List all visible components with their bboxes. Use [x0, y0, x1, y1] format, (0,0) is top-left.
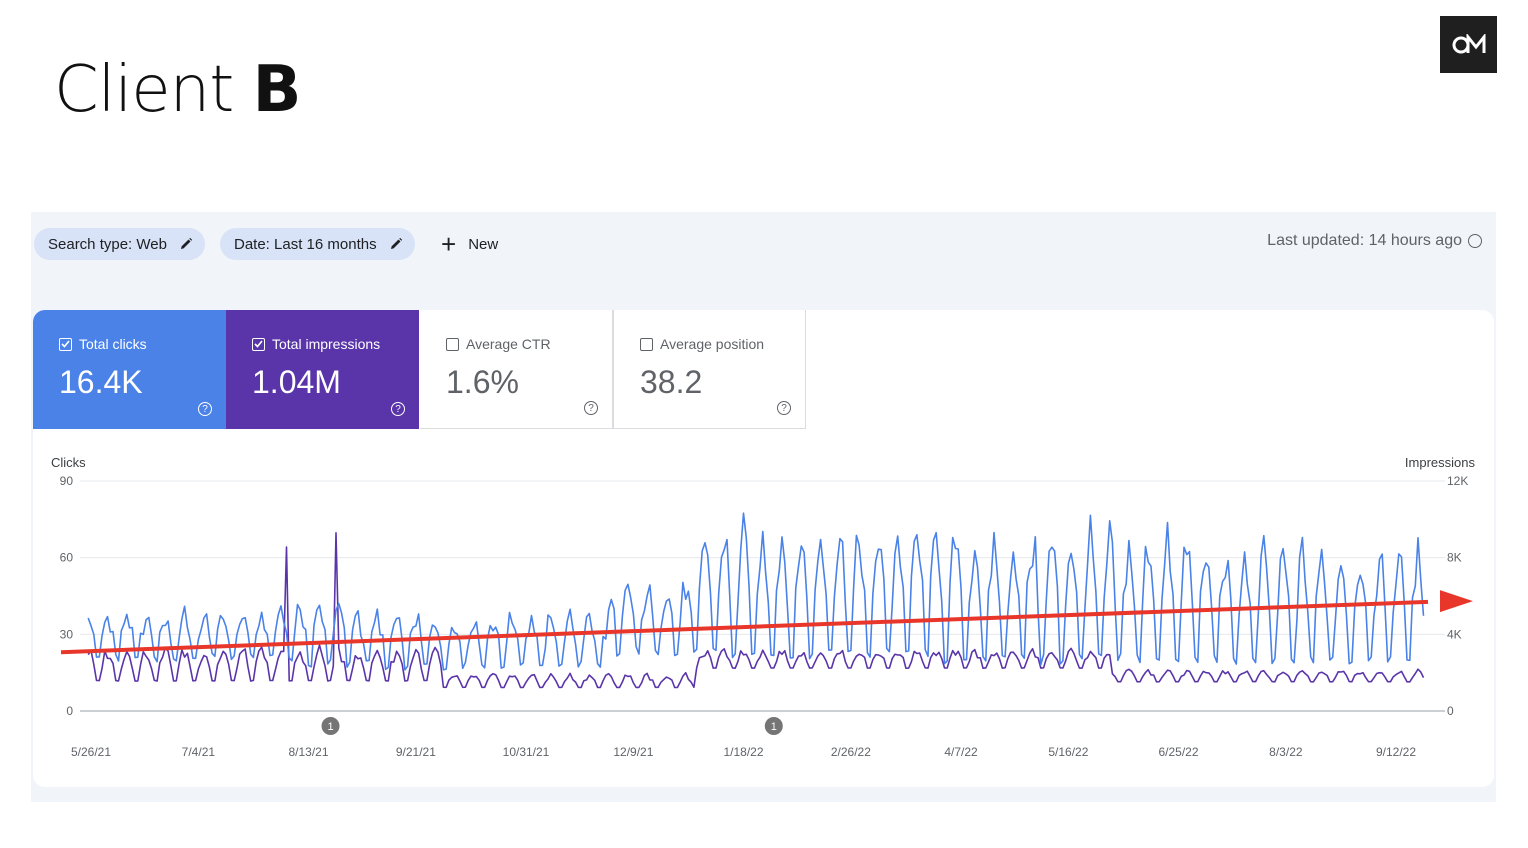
trend-arrow-line — [60, 599, 1429, 655]
y-axis-right-title: Impressions — [1405, 455, 1476, 470]
annotation-label: 1 — [327, 721, 333, 733]
trend-arrow-head-icon — [1440, 590, 1473, 613]
y-tick-right-label: 0 — [1447, 704, 1454, 718]
annotation-label: 1 — [771, 721, 777, 733]
metric-value: 16.4K — [59, 364, 143, 400]
slide-title-bold: B — [252, 53, 302, 127]
metric-value: 1.04M — [252, 364, 341, 400]
x-tick-label: 9/12/22 — [1376, 745, 1416, 759]
help-icon[interactable]: ? — [198, 402, 212, 416]
x-tick-label: 5/16/22 — [1048, 745, 1088, 759]
date-filter-label: Date: Last 16 months — [234, 235, 377, 253]
search-type-label: Search type: Web — [48, 235, 167, 253]
metric-label: Total impressions — [272, 336, 381, 352]
slide-title-prefix: Client — [54, 53, 253, 127]
help-icon[interactable]: ? — [777, 401, 791, 415]
new-filter-button[interactable]: + New — [441, 228, 498, 260]
annotation-marker-icon — [764, 717, 783, 735]
y-tick-right-label: 12K — [1447, 474, 1468, 488]
metric-label: Total clicks — [79, 336, 147, 352]
x-tick-label: 8/3/22 — [1269, 745, 1303, 759]
y-tick-right-label: 8K — [1447, 551, 1462, 565]
y-tick-left-label: 30 — [60, 627, 74, 641]
y-axis-left-title: Clicks — [51, 455, 86, 470]
last-updated-text: Last updated: 14 hours ago — [1267, 232, 1462, 249]
series-clicks-line — [87, 512, 1425, 671]
plus-icon: + — [441, 229, 457, 259]
x-tick-label: 12/9/21 — [613, 745, 653, 759]
performance-card: Total clicks 16.4K ? Total impressions 1… — [33, 310, 1494, 787]
pencil-icon — [389, 237, 403, 251]
x-tick-label: 8/13/21 — [288, 745, 328, 759]
y-tick-left-label: 90 — [60, 474, 74, 488]
new-filter-label: New — [468, 235, 499, 253]
search-type-filter[interactable]: Search type: Web — [34, 228, 205, 260]
metric-total-impressions[interactable]: Total impressions 1.04M ? — [226, 310, 419, 429]
date-filter[interactable]: Date: Last 16 months — [220, 228, 415, 260]
last-updated: Last updated: 14 hours ago — [1267, 232, 1482, 250]
performance-chart: Clicks Impressions 90 12K 60 8K 30 4K 0 0 5/26/21 7… — [51, 455, 1476, 759]
metric-total-clicks[interactable]: Total clicks 16.4K ? — [33, 310, 226, 429]
metric-label: Average CTR — [466, 336, 551, 352]
search-console-panel: Search type: Web Date: Last 16 months + … — [31, 212, 1496, 802]
om-logo-icon — [1440, 16, 1497, 73]
y-tick-right-label: 4K — [1447, 627, 1462, 641]
x-tick-label: 2/26/22 — [831, 745, 871, 759]
x-tick-label: 4/7/22 — [944, 745, 978, 759]
help-icon[interactable]: ? — [391, 402, 405, 416]
x-tick-label: 9/21/21 — [396, 745, 436, 759]
y-tick-left-label: 60 — [60, 551, 74, 565]
checkbox-unchecked-icon[interactable] — [446, 337, 459, 351]
checkbox-unchecked-icon[interactable] — [640, 337, 653, 351]
x-tick-label: 7/4/21 — [182, 745, 216, 759]
x-tick-label: 6/25/22 — [1158, 745, 1198, 759]
series-impressions-line — [87, 532, 1425, 689]
y-tick-left-label: 0 — [66, 704, 73, 718]
metric-label: Average position — [660, 336, 765, 352]
x-tick-label: 1/18/22 — [723, 745, 763, 759]
checkbox-checked-icon[interactable] — [252, 337, 265, 351]
help-icon[interactable] — [1468, 234, 1482, 248]
x-tick-label: 5/26/21 — [71, 745, 111, 759]
metric-value: 38.2 — [640, 364, 703, 400]
help-icon[interactable]: ? — [584, 401, 598, 415]
annotation-marker-icon — [321, 717, 340, 735]
metric-average-position[interactable]: Average position 38.2 ? — [613, 310, 806, 429]
x-tick-label: 10/31/21 — [503, 745, 550, 759]
pencil-icon — [179, 237, 193, 251]
slide-title: Client B — [54, 58, 301, 122]
metric-value: 1.6% — [446, 364, 519, 400]
checkbox-checked-icon[interactable] — [59, 337, 72, 351]
metric-average-ctr[interactable]: Average CTR 1.6% ? — [420, 310, 613, 429]
